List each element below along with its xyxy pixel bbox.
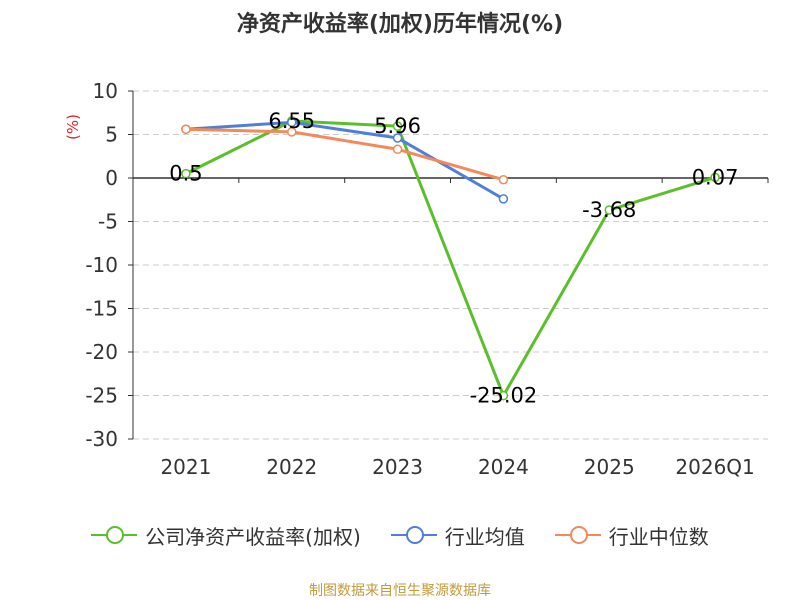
data-label: -3.68 [582,198,636,222]
data-point [498,194,509,204]
chart-title: 净资产收益率(加权)历年情况(%) [236,12,564,37]
x-tick-label: 2026Q1 [675,455,754,479]
grid [133,90,768,440]
y-tick-label: -25 [85,384,118,408]
x-tick-label: 2022 [266,455,317,479]
y-tick-label: -5 [98,210,118,234]
data-point [710,172,720,183]
legend-marker-icon [390,523,437,547]
legend: 公司净资产收益率(加权) 行业均值 行业中位数 [0,518,800,552]
legend-item-company[interactable]: 公司净资产收益率(加权) [91,521,361,550]
legend-item-industry-median[interactable]: 行业中位数 [554,521,709,550]
y-axis-label: (%) [64,114,82,140]
y-tick-label: 10 [93,79,118,103]
series-line [185,119,716,398]
y-tick-label: 5 [105,123,118,147]
data-label: 0.07 [692,165,739,189]
data-point [604,205,614,215]
x-tick-label: 2024 [478,455,529,479]
x-tick-label: 2025 [584,455,635,479]
y-tick-label: -10 [85,253,118,277]
data-label: 6.55 [268,109,315,133]
y-tick-label: 0 [105,166,118,190]
data-label: 0.5 [169,162,202,186]
data-label: -25.02 [470,384,538,408]
legend-label: 行业中位数 [608,524,709,549]
series-line [185,120,505,201]
data-point [392,121,403,131]
data-point [287,127,297,137]
legend-item-industry-mean[interactable]: 行业均值 [390,521,525,550]
data-point [181,124,191,135]
source-note: 制图数据来自恒生聚源数据库 [309,583,491,599]
data-point [287,117,297,128]
data-point [392,133,403,143]
data-label: 5.96 [374,114,421,138]
data-labels: 0.5 6.55 5.96 -25.02 -3.68 0.07 [169,109,738,408]
legend-marker-icon [91,523,138,547]
legend-label: 行业均值 [444,524,525,549]
legend-label: 公司净资产收益率(加权) [145,524,361,549]
x-tick-label: 2023 [372,455,423,479]
axes: 10 5 0 -5 -10 -15 -20 -25 -30 2021 2022 2023 2024 202… [64,79,769,479]
y-tick-label: -30 [85,427,118,451]
data-point [392,144,403,155]
y-tick-label: -15 [85,297,118,321]
y-tick-label: -20 [85,340,118,364]
data-point [498,390,509,401]
data-point [181,168,191,179]
legend-marker-icon [554,523,601,547]
series-layer [181,116,720,401]
series-line [185,127,504,182]
x-tick-label: 2021 [160,455,211,479]
data-point [498,174,509,185]
